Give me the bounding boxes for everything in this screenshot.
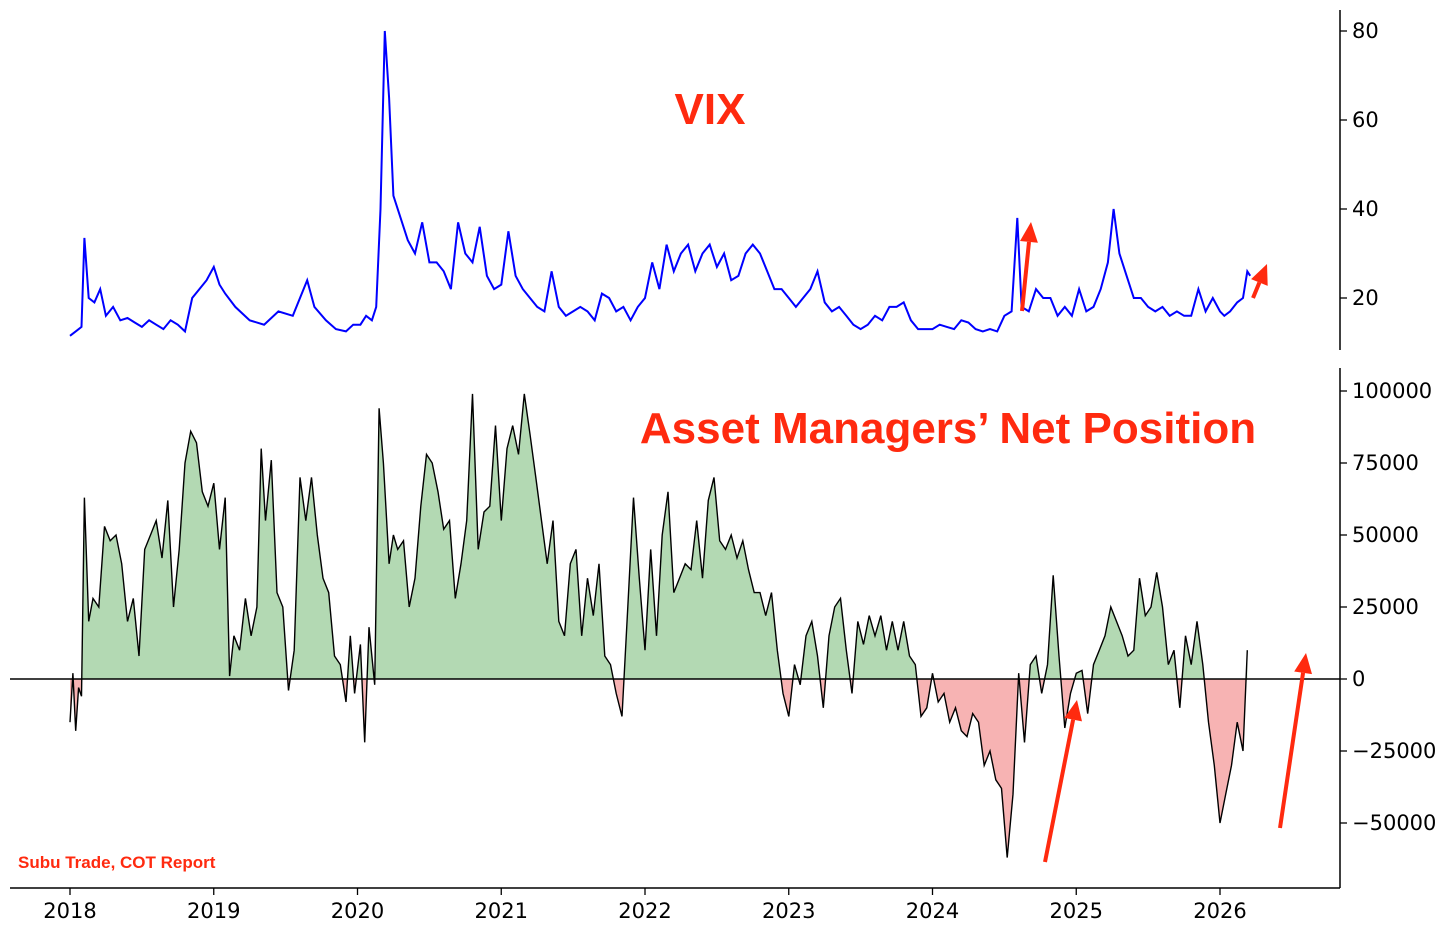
position-annotations xyxy=(1043,653,1312,863)
position-y-tick-label: 100000 xyxy=(1352,379,1432,403)
vix-arrow-2026-shaft xyxy=(1251,281,1262,299)
position-y-tick-label: −50000 xyxy=(1352,811,1436,835)
x-tick-label: 2018 xyxy=(43,899,96,923)
x-tick-label: 2021 xyxy=(475,899,528,923)
vix-y-tick-label: 80 xyxy=(1352,19,1379,43)
position-y-tick-label: 25000 xyxy=(1352,595,1419,619)
position-title: Asset Managers’ Net Position xyxy=(640,404,1256,453)
position-y-tick-label: 0 xyxy=(1352,667,1365,691)
position-arrow-2026-head xyxy=(1294,653,1312,675)
x-tick-label: 2024 xyxy=(906,899,959,923)
vix-arrow-2026 xyxy=(1251,264,1268,299)
x-tick-label: 2025 xyxy=(1050,899,1103,923)
vix-y-ticks: 20 40 60 80 xyxy=(1340,19,1379,310)
position-y-tick-label: 75000 xyxy=(1352,451,1419,475)
position-arrow-2026 xyxy=(1278,653,1312,829)
position-arrow-2024-head xyxy=(1064,700,1082,722)
vix-arrow-2026-head xyxy=(1251,264,1268,286)
position-panel: Asset Managers’ Net Position −50000 −2500… xyxy=(10,368,1436,923)
x-tick-label: 2023 xyxy=(762,899,815,923)
negative-area-fill xyxy=(70,679,1247,858)
vix-arrow-2024 xyxy=(1020,222,1038,312)
vix-series-line xyxy=(69,30,1252,337)
x-axis-ticks: 2018 2019 2020 2021 2022 2023 2024 2025 2026 xyxy=(43,888,1247,923)
position-y-ticks: −50000 −25000 0 25000 50000 75000 100000 xyxy=(1340,379,1436,835)
vix-annotations xyxy=(1020,222,1268,312)
x-tick-label: 2022 xyxy=(618,899,671,923)
position-y-tick-label: −25000 xyxy=(1352,739,1436,763)
source-note: Subu Trade, COT Report xyxy=(18,853,216,872)
vix-y-tick-label: 40 xyxy=(1352,197,1379,221)
position-arrow-2024-shaft xyxy=(1043,719,1076,863)
x-tick-label: 2019 xyxy=(187,899,240,923)
position-arrow-2026-shaft xyxy=(1278,672,1306,829)
vix-arrow-2024-shaft xyxy=(1020,241,1031,312)
position-y-tick-label: 50000 xyxy=(1352,523,1419,547)
position-series-line xyxy=(69,393,1248,858)
x-tick-label: 2026 xyxy=(1193,899,1246,923)
vix-title: VIX xyxy=(675,85,746,134)
vix-panel: VIX 20 40 60 80 xyxy=(69,10,1379,350)
position-arrow-2024 xyxy=(1043,700,1082,863)
x-tick-label: 2020 xyxy=(331,899,384,923)
vix-arrow-2024-head xyxy=(1020,222,1038,243)
positive-area-fill xyxy=(72,393,1248,679)
vix-y-tick-label: 60 xyxy=(1352,108,1379,132)
vix-y-tick-label: 20 xyxy=(1352,286,1379,310)
